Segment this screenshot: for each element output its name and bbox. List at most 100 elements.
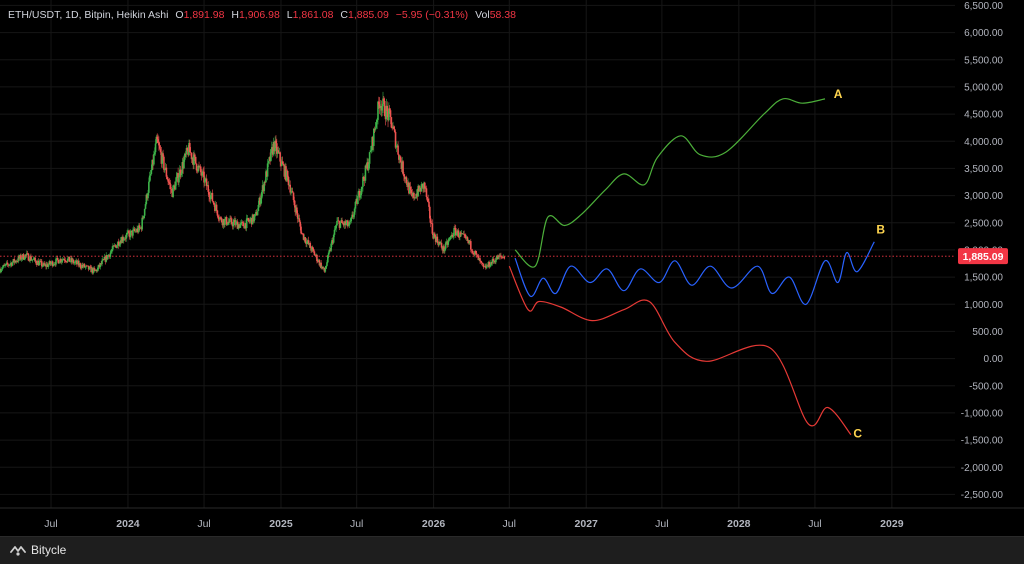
candle-body [339,222,342,228]
scenario-path-c [508,265,852,436]
candle-body [385,105,388,120]
candle-body [226,224,229,226]
candle-body [353,208,356,215]
candle-body [357,195,359,205]
candle-body [390,117,393,128]
vol-key: Vol [475,9,490,21]
candle-body [325,265,327,269]
candle-body [219,217,221,220]
candle-body [274,140,276,152]
candle-body [7,264,10,266]
candle-body [97,264,100,268]
candle-body [103,256,106,260]
candle-body [121,237,123,243]
candle-body [238,224,240,228]
y-axis[interactable]: 6,500.00 6,000.00 5,500.00 5,000.00 4,500.00… [955,0,1024,536]
candle-body [18,256,21,259]
current-price-tag: 1,885.09 [958,248,1008,265]
candle-body [61,260,63,262]
candle-body [291,191,293,193]
candle-body [100,263,102,265]
candle-body [140,227,143,230]
candle-body [316,254,318,262]
candle-body [422,183,424,189]
candle-body [240,222,242,225]
candle-body [395,145,398,148]
current-price-tag-bg [958,248,1008,265]
candle-body [46,264,49,267]
footer-bar: Bitycle [0,536,1024,564]
candle-body [489,266,491,268]
candle-body [203,171,205,183]
candle-body [232,221,235,227]
candle-body [59,258,62,263]
x-axis[interactable]: Jul 2024 Jul 2025 Jul 2026 Jul 2027 Jul 2028 Jul 20… [0,507,1024,530]
candle-body [275,143,278,154]
candle-body [297,218,300,220]
candle-body [214,205,216,211]
candle-body [293,200,296,206]
candle-body [396,145,399,147]
candle-body [136,228,138,232]
chart-svg[interactable]: A B C 6,500.00 6,000.00 5,500.00 5,000.00 4,50… [0,0,1024,536]
candle-body [231,223,234,227]
candle-body [270,149,272,161]
candle-body [501,257,504,258]
candle-body [159,148,162,153]
candle-body [388,108,390,121]
candle-body [263,181,266,192]
candle-body [473,253,475,255]
y-tick-label: 3,500.00 [964,164,1003,175]
candle-body [49,261,51,265]
candle-body [131,230,133,236]
candle-body [255,211,258,216]
candle-body [101,260,103,265]
candle-body [475,253,478,255]
candle-body [450,234,453,237]
candle-body [35,263,38,265]
candle-body [32,259,35,260]
candle-body [4,265,6,266]
candle-body [6,262,9,265]
candle-body [460,233,463,235]
candle-body [206,185,209,187]
candle-body [376,119,378,123]
candle-body [68,256,71,262]
candle-body [195,163,198,171]
candle-body [456,230,459,234]
candle-body [217,215,220,219]
candle-body [38,262,41,266]
candle-body [393,126,395,129]
price-chart[interactable]: A B C 6,500.00 6,000.00 5,500.00 5,000.00 4,50… [0,0,1024,536]
brand[interactable]: Bitycle [10,543,66,557]
x-tick-label: Jul [44,518,57,530]
candle-body [29,256,31,262]
candle-body [218,218,220,220]
candle-body [79,263,82,268]
candle-body [45,264,47,267]
candle-body [73,262,76,264]
candle-body [47,264,50,267]
symbol-label[interactable]: ETH/USDT, 1D, Bitpin, Heikin Ashi [8,9,169,21]
candle-body [420,184,423,192]
candle-body [178,177,180,183]
candle-body [234,220,236,226]
candle-body [55,258,57,265]
candle-body [102,259,105,261]
candle-body [109,252,112,257]
candle-body [309,243,312,248]
candle-body [502,256,505,258]
candle-body [488,262,491,268]
candle-body [52,264,55,266]
candle-body [2,265,5,268]
candle-body [273,142,276,152]
candle-body [490,262,492,267]
candle-body [209,195,212,200]
candle-body [459,232,462,235]
candle-body [306,241,308,245]
candle-body [383,98,385,101]
candle-body [205,178,208,187]
candle-body [336,220,338,226]
candle-body [114,245,117,247]
candle-body [270,147,273,150]
